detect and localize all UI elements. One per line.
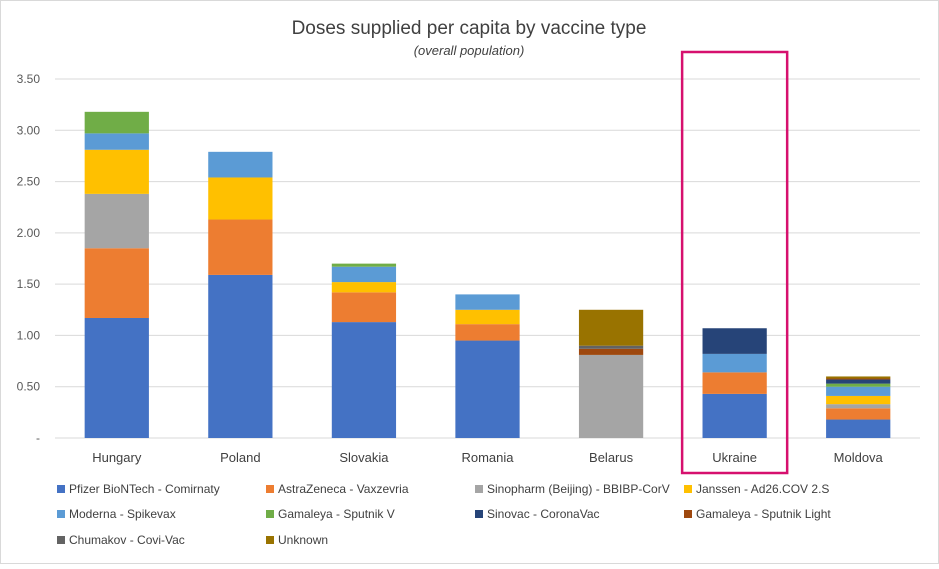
bar-segment (84, 248, 149, 318)
legend-swatch (684, 510, 692, 518)
bar-segment (331, 292, 397, 323)
bar-segment (826, 378, 891, 380)
legend-swatch (475, 485, 483, 493)
bar-segment (208, 151, 273, 178)
bar-segment (84, 149, 149, 194)
legend-label: AstraZeneca - Vaxzevria (278, 482, 409, 496)
bar-segment (702, 328, 767, 354)
bar-segment (455, 294, 520, 310)
x-tick-label: Moldova (834, 450, 884, 465)
bar-segment (331, 266, 397, 283)
x-tick-label: Poland (220, 450, 260, 465)
bar-segment (826, 376, 891, 379)
x-tick-label: Ukraine (712, 450, 757, 465)
x-tick-label: Belarus (589, 450, 634, 465)
legend-swatch (475, 510, 483, 518)
y-tick-label: 2.00 (17, 226, 41, 240)
legend-swatch (266, 485, 274, 493)
y-tick-label: 1.50 (17, 277, 41, 291)
chart-title: Doses supplied per capita by vaccine typ… (292, 18, 647, 39)
bar-segment (578, 309, 644, 346)
bar-segment (84, 193, 149, 249)
y-tick-label: - (36, 431, 40, 445)
chart-subtitle: (overall population) (414, 43, 525, 58)
highlight-box (680, 50, 789, 475)
bar-segment (455, 324, 520, 341)
bar-segment (826, 408, 891, 420)
legend-label: Janssen - Ad26.COV 2.S (696, 482, 829, 496)
bar-segment (331, 282, 397, 293)
bar-segment (826, 383, 891, 387)
bar-segment (331, 322, 397, 438)
x-tick-label: Hungary (92, 450, 142, 465)
legend-label: Pfizer BioNTech - Comirnaty (69, 482, 220, 496)
x-tick-label: Slovakia (339, 450, 389, 465)
bars (84, 111, 891, 438)
bar-segment (578, 345, 644, 349)
bar-segment (826, 379, 891, 384)
y-tick-label: 2.50 (17, 175, 41, 189)
bar-segment (826, 395, 891, 405)
bar-segment (578, 354, 644, 438)
legend-label: Gamaleya - Sputnik Light (696, 507, 831, 521)
legend-label: Sinovac - CoronaVac (487, 507, 600, 521)
legend-swatch (57, 536, 65, 544)
legend-label: Unknown (278, 533, 328, 547)
bar-segment (331, 263, 397, 267)
bar-segment (826, 419, 891, 438)
legend-swatch (684, 485, 692, 493)
highlight-layer (680, 50, 789, 475)
legend-swatch (57, 510, 65, 518)
legend: Pfizer BioNTech - Comirnaty AstraZeneca -… (57, 482, 831, 547)
bar-segment (702, 372, 767, 394)
y-axis: - 0.50 1.00 1.50 2.00 2.50 3.00 3.50 (17, 72, 41, 445)
y-tick-label: 3.00 (17, 123, 41, 137)
x-tick-label: Romania (461, 450, 514, 465)
bar-segment (84, 133, 149, 150)
legend-swatch (266, 510, 274, 518)
legend-swatch (266, 536, 274, 544)
legend-label: Chumakov - Covi-Vac (69, 533, 185, 547)
bar-segment (702, 393, 767, 438)
bar-segment (578, 348, 644, 355)
bar-segment (208, 177, 273, 220)
bar-segment (455, 340, 520, 438)
legend-label: Moderna - Spikevax (69, 507, 176, 521)
bar-segment (702, 353, 767, 373)
x-axis: Hungary Poland Slovakia Romania Belarus Ukrai… (92, 450, 883, 465)
legend-label: Sinopharm (Beijing) - BBIBP-CorV (487, 482, 670, 496)
y-tick-label: 3.50 (17, 72, 41, 86)
y-tick-label: 0.50 (17, 380, 41, 394)
gridlines (55, 78, 920, 439)
bar-segment (826, 386, 891, 396)
bar-segment (84, 111, 149, 134)
bar-segment (84, 317, 149, 438)
bar-segment (208, 219, 273, 275)
bar-segment (208, 274, 273, 438)
bar-segment (826, 404, 891, 409)
bar-segment (455, 309, 520, 325)
legend-swatch (57, 485, 65, 493)
y-tick-label: 1.00 (17, 328, 41, 342)
legend-label: Gamaleya - Sputnik V (278, 507, 395, 521)
